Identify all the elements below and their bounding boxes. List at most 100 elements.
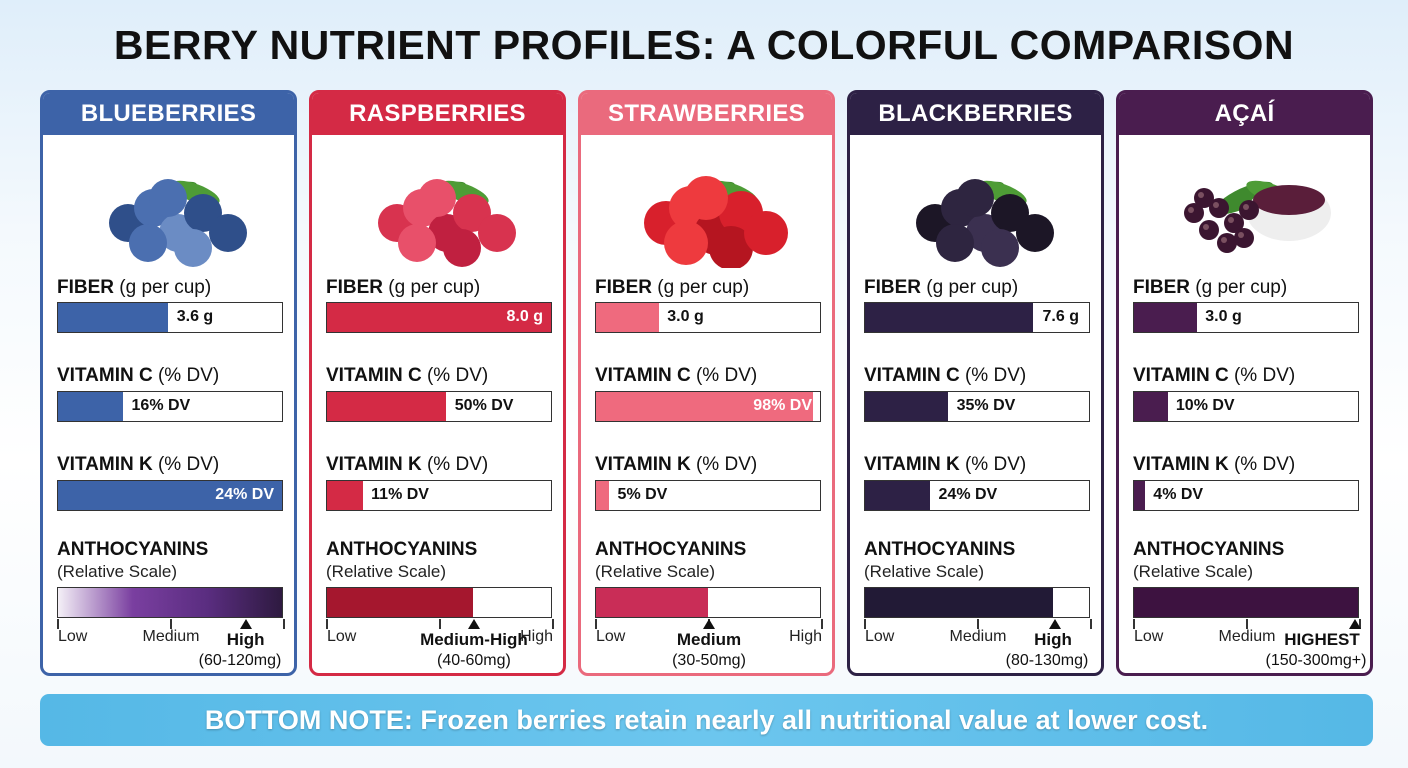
anthocyanins-bar-fill	[596, 588, 708, 617]
fiber-bar-fill	[1134, 303, 1197, 332]
anthocyanins-bar: Low Medium HIGHEST (150-300mg+)	[1133, 587, 1366, 669]
anthocyanins-bar-fill	[1134, 588, 1358, 617]
vitamin-c-label: VITAMIN C (% DV)	[326, 365, 489, 386]
anthocyanins-scale-note: (Relative Scale)	[57, 562, 177, 581]
scale-label-low: Low	[596, 628, 626, 645]
infographic-title: BERRY NUTRIENT PROFILES: A COLORFUL COMP…	[113, 22, 1295, 68]
vitamin-k-bar-fill	[596, 481, 610, 510]
strawberries-image	[581, 138, 832, 270]
vitamin-k-value: 24% DV	[938, 486, 998, 503]
vitamin-c-value: 35% DV	[956, 397, 1016, 414]
vitamin-c-value: 16% DV	[131, 397, 191, 414]
anthocyanins-bar: Low Medium High (60-120mg)	[57, 587, 285, 669]
anthocyanins-range: (40-60mg)	[436, 652, 511, 669]
anthocyanins-range: (150-300mg+)	[1265, 652, 1367, 669]
anthocyanins-level: Medium-High	[420, 630, 528, 649]
scale-label-low: Low	[327, 628, 357, 645]
level-marker-icon	[1349, 619, 1361, 629]
scale-tick	[57, 619, 59, 629]
fiber-bar-fill	[58, 303, 168, 332]
vitamin-c-value: 10% DV	[1175, 397, 1235, 414]
berry-card: STRAWBERRIES FIBER (g per cup) 3.0 g VITAMI…	[578, 90, 835, 676]
vitamin-c-bar: 10% DV	[1133, 391, 1359, 422]
fiber-label: FIBER (g per cup)	[57, 277, 212, 298]
raspberries-image	[312, 138, 563, 268]
vitamin-k-label: VITAMIN K (% DV)	[326, 454, 489, 475]
fiber-label: FIBER (g per cup)	[326, 277, 481, 298]
anthocyanins-level: High	[1034, 630, 1072, 649]
vitamin-k-bar-fill	[1134, 481, 1146, 510]
fiber-value: 8.0 g	[506, 308, 543, 325]
card-header: BLUEBERRIES	[43, 93, 294, 135]
anthocyanins-label: ANTHOCYANINS	[57, 539, 209, 560]
level-marker-icon	[703, 619, 715, 629]
fiber-bar: 3.0 g	[595, 302, 821, 333]
anthocyanins-label: ANTHOCYANINS	[595, 539, 747, 560]
vitamin-k-bar-fill	[58, 481, 282, 510]
scale-tick	[552, 619, 554, 629]
anthocyanins-bar: Low High Medium-High (40-60mg)	[326, 587, 554, 669]
fiber-bar-fill	[596, 303, 659, 332]
vitamin-c-bar: 98% DV	[595, 391, 821, 422]
vitamin-k-value: 5% DV	[617, 486, 668, 503]
scale-label-medium: Medium	[949, 628, 1007, 645]
fiber-label: FIBER (g per cup)	[595, 277, 750, 298]
scale-tick	[821, 619, 823, 629]
vitamin-c-bar-fill	[327, 392, 446, 421]
anthocyanins-bar: Low High Medium (30-50mg)	[595, 587, 823, 669]
anthocyanins-bar-fill	[327, 588, 473, 617]
scale-tick	[439, 619, 441, 629]
acai-image	[1119, 138, 1370, 268]
vitamin-k-value: 4% DV	[1153, 486, 1204, 503]
anthocyanins-scale-note: (Relative Scale)	[595, 562, 715, 581]
blackberries-image	[850, 138, 1101, 268]
vitamin-c-bar-fill	[1134, 392, 1168, 421]
anthocyanins-bar-fill	[865, 588, 1054, 617]
fiber-bar: 8.0 g	[326, 302, 552, 333]
anthocyanins-scale-note: (Relative Scale)	[864, 562, 984, 581]
berry-card: RASPBERRIES FIBER (g per cup) 8.0 g VITAMIN…	[309, 90, 566, 676]
level-marker-icon	[239, 619, 252, 629]
bottom-note: BOTTOM NOTE: Frozen berries retain nearl…	[40, 694, 1373, 746]
vitamin-c-label: VITAMIN C (% DV)	[57, 365, 220, 386]
anthocyanins-label: ANTHOCYANINS	[864, 539, 1016, 560]
scale-label-low: Low	[58, 628, 88, 645]
anthocyanins-bar: Low Medium High (80-130mg)	[864, 587, 1092, 669]
card-header: RASPBERRIES	[312, 93, 563, 135]
vitamin-c-value: 98% DV	[753, 397, 812, 414]
vitamin-c-bar: 35% DV	[864, 391, 1090, 422]
scale-label-medium: Medium	[1218, 628, 1276, 645]
fiber-bar: 7.6 g	[864, 302, 1090, 333]
level-marker-icon	[1048, 619, 1061, 629]
vitamin-k-label: VITAMIN K (% DV)	[595, 454, 758, 475]
level-marker-icon	[467, 619, 480, 629]
fiber-value: 3.0 g	[1205, 308, 1242, 325]
anthocyanins-level: High	[226, 630, 265, 649]
card-header: STRAWBERRIES	[581, 93, 832, 135]
scale-label-high: High	[520, 628, 553, 645]
fiber-value: 7.6 g	[1042, 308, 1079, 325]
scale-label-medium: Medium	[142, 628, 200, 645]
anthocyanins-label: ANTHOCYANINS	[326, 539, 478, 560]
vitamin-k-bar: 24% DV	[864, 480, 1090, 511]
vitamin-c-bar-fill	[58, 392, 123, 421]
berry-card: BLUEBERRIES FIBER (g per cup) 3.6 g VITAMIN…	[40, 90, 297, 676]
scale-tick	[1090, 619, 1092, 629]
anthocyanins-range: (60-120mg)	[198, 652, 282, 669]
vitamin-k-bar: 4% DV	[1133, 480, 1359, 511]
scale-tick	[170, 619, 172, 629]
fiber-bar-fill	[865, 303, 1033, 332]
vitamin-c-bar-fill	[596, 392, 814, 421]
scale-tick	[595, 619, 597, 629]
scale-tick	[1133, 619, 1135, 629]
vitamin-k-bar: 11% DV	[326, 480, 552, 511]
anthocyanins-level: Medium	[676, 630, 742, 649]
vitamin-c-label: VITAMIN C (% DV)	[595, 365, 758, 386]
scale-label-low: Low	[865, 628, 895, 645]
fiber-bar: 3.0 g	[1133, 302, 1359, 333]
fiber-bar: 3.6 g	[57, 302, 283, 333]
scale-tick	[283, 619, 285, 629]
anthocyanins-scale-note: (Relative Scale)	[1133, 562, 1253, 581]
scale-label-low: Low	[1134, 628, 1164, 645]
card-header: BLACKBERRIES	[850, 93, 1101, 135]
